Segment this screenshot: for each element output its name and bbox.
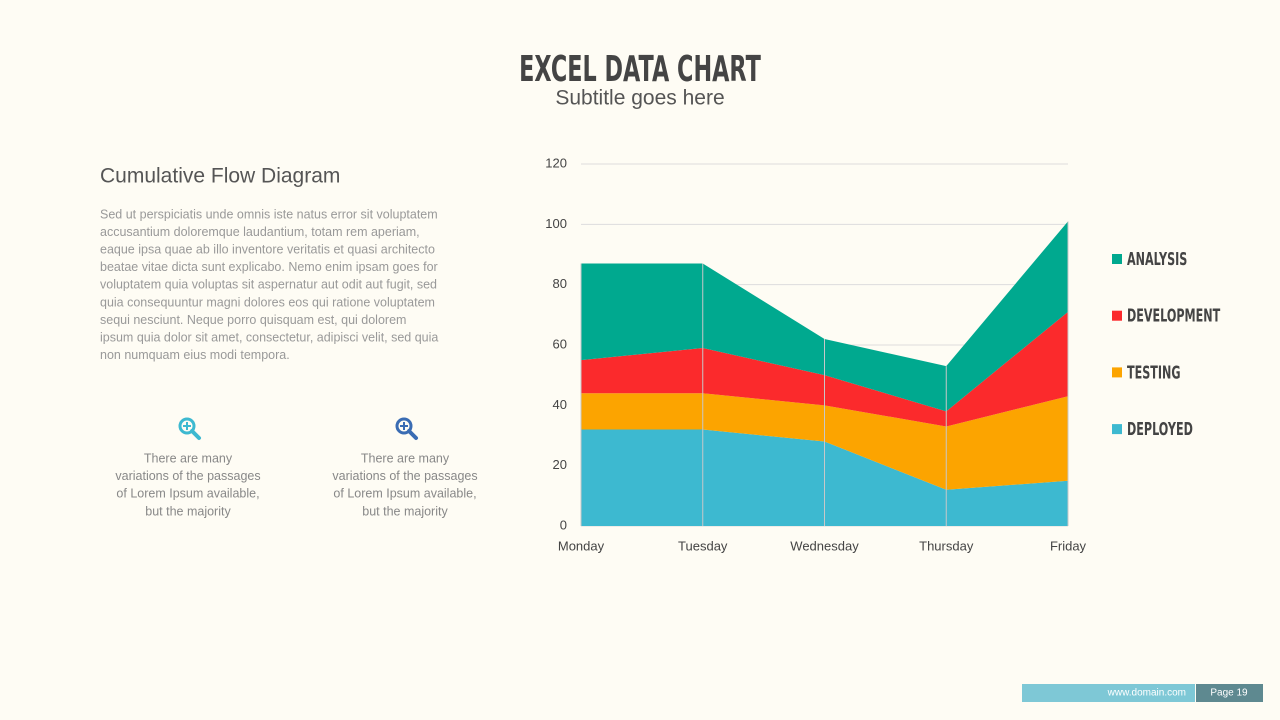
x-tick-label: Wednesday (790, 538, 859, 553)
paragraph-line: eaque ipsa quae ab illo inventore verita… (100, 242, 435, 256)
y-tick-label: 40 (553, 397, 567, 412)
legend-label: TESTING (1127, 362, 1181, 383)
section-heading: Cumulative Flow Diagram (100, 165, 340, 188)
y-tick-label: 60 (553, 336, 567, 351)
search-icon (395, 417, 418, 440)
paragraph-line: ipsum quia dolor sit amet, consectetur, … (100, 330, 438, 344)
x-tick-label: Monday (558, 538, 605, 553)
feature-text: There are many (144, 451, 233, 465)
legend-swatch (1112, 310, 1122, 321)
legend-label: ANALYSIS (1127, 249, 1187, 270)
feature-text: There are many (361, 451, 450, 465)
y-tick-label: 20 (553, 457, 567, 472)
feature-text: variations of the passages (332, 469, 477, 483)
slide-subtitle: Subtitle goes here (555, 87, 724, 110)
legend-swatch (1112, 424, 1122, 435)
y-tick-label: 0 (560, 517, 567, 532)
paragraph-line: Sed ut perspiciatis unde omnis iste natu… (100, 207, 438, 221)
legend-swatch (1112, 254, 1122, 264)
paragraph-line: sequi nesciunt. Neque porro quisquam est… (100, 313, 406, 327)
feature-text: of Lorem Ipsum available, (333, 487, 476, 501)
paragraph-line: voluptatem quia voluptas sit aspernatur … (100, 278, 437, 292)
footer-bar (1022, 684, 1195, 702)
paragraph-line: non numquam eius modi tempora. (100, 348, 290, 362)
slide-title: EXCEL DATA CHART (519, 49, 761, 90)
legend-label: DEPLOYED (1127, 419, 1193, 440)
feature-text: variations of the passages (115, 469, 260, 483)
y-tick-label: 120 (545, 155, 567, 170)
legend-label: DEVELOPMENT (1127, 306, 1221, 327)
footer-page-bar (1196, 684, 1263, 702)
paragraph-line: accusantium doloremque laudantium, totam… (100, 225, 420, 239)
y-tick-label: 100 (545, 216, 567, 231)
x-tick-label: Friday (1050, 538, 1087, 553)
feature-text: of Lorem Ipsum available, (116, 487, 259, 501)
footer-url[interactable]: www.domain.com (1107, 688, 1186, 699)
search-icon (178, 417, 201, 440)
legend-swatch (1112, 367, 1122, 378)
feature-text: but the majority (362, 504, 448, 518)
paragraph-line: quia consequuntur magni dolores eos qui … (100, 295, 435, 309)
y-tick-label: 80 (553, 276, 567, 291)
footer-page: Page 19 (1210, 688, 1248, 699)
feature-text: but the majority (145, 504, 231, 518)
x-tick-label: Thursday (919, 538, 974, 553)
paragraph-line: beatae vitae dicta sunt explicabo. Nemo … (100, 260, 438, 274)
x-tick-label: Tuesday (678, 538, 728, 553)
